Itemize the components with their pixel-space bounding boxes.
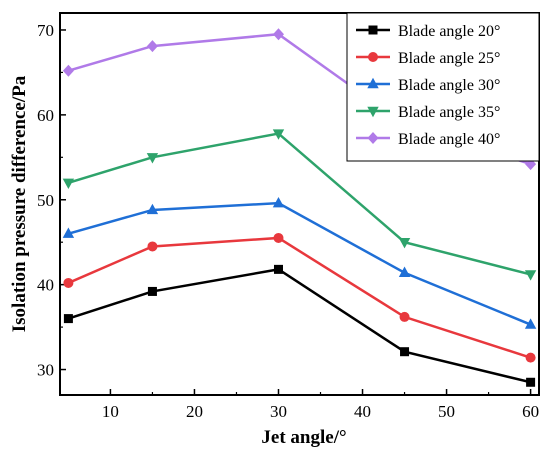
data-point (399, 311, 410, 322)
x-tick-label: 60 (522, 402, 539, 421)
data-point (398, 238, 411, 249)
legend-marker (368, 52, 378, 62)
x-tick-label: 30 (270, 402, 287, 421)
plot-frame (59, 12, 540, 396)
x-axis-title: Jet angle/° (261, 427, 346, 448)
legend-marker (367, 132, 379, 144)
data-point (146, 40, 158, 53)
legend-entry-5: Blade angle 40° (356, 131, 500, 148)
data-point (400, 347, 410, 357)
y-tick-label: 70 (37, 21, 54, 40)
legend: Blade angle 20° Blade angle 25° Blade angl… (346, 12, 540, 162)
legend-label: Blade angle 40° (398, 131, 500, 148)
data-point (272, 129, 285, 140)
legend-marker (368, 25, 378, 35)
data-point (63, 277, 74, 288)
y-tick-label: 50 (37, 191, 54, 210)
data-point (524, 270, 537, 281)
data-point (525, 352, 536, 363)
legend-entry-1: Blade angle 20° (356, 23, 500, 40)
x-tick-label: 40 (354, 402, 371, 421)
data-point (272, 196, 285, 208)
legend-label: Blade angle 20° (398, 23, 500, 40)
data-point (146, 153, 159, 164)
series-3 (62, 196, 537, 329)
x-tick-label: 10 (102, 402, 119, 421)
x-tick-label: 50 (438, 402, 455, 421)
data-point (272, 28, 284, 41)
legend-marker (367, 106, 379, 118)
data-point (147, 241, 158, 252)
data-point (524, 318, 537, 329)
data-point (62, 178, 75, 189)
data-point (62, 227, 75, 238)
series-line (68, 268, 531, 384)
legend-entry-3: Blade angle 30° (356, 77, 500, 94)
data-point (273, 264, 283, 274)
series-1 (63, 264, 536, 387)
data-point (526, 377, 536, 387)
y-tick-label: 30 (37, 361, 54, 380)
data-point (62, 64, 74, 77)
data-point (63, 314, 73, 324)
x-tick-label: 20 (186, 402, 203, 421)
legend-marker (367, 77, 379, 89)
legend-label: Blade angle 30° (398, 77, 500, 94)
y-tick-label: 40 (37, 276, 54, 295)
legend-box (346, 12, 540, 162)
series-lines (62, 28, 537, 387)
series-4 (62, 129, 537, 281)
y-tick-label: 60 (37, 106, 54, 125)
legend-entry-4: Blade angle 35° (356, 104, 500, 121)
series-line (68, 201, 532, 326)
series-2 (63, 232, 536, 363)
data-point (273, 232, 284, 243)
data-point (398, 266, 411, 277)
legend-label: Blade angle 25° (398, 50, 500, 67)
legend-label: Blade angle 35° (398, 104, 500, 121)
axes: 10 20 30 40 50 60 30 40 50 60 70 (37, 12, 540, 421)
data-point (147, 286, 157, 296)
y-axis-title: Isolation pressure difference/Pa (9, 75, 30, 332)
legend-entry-2: Blade angle 25° (356, 50, 500, 67)
data-point (146, 203, 159, 215)
